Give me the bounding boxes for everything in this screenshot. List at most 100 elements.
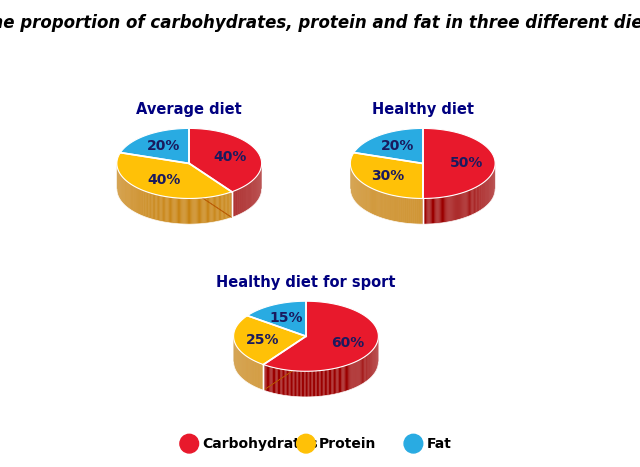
Polygon shape xyxy=(477,186,478,212)
Polygon shape xyxy=(218,195,219,221)
Polygon shape xyxy=(173,198,175,223)
Polygon shape xyxy=(363,357,364,383)
Polygon shape xyxy=(264,301,378,371)
Polygon shape xyxy=(156,195,157,220)
Polygon shape xyxy=(181,198,182,224)
Polygon shape xyxy=(474,188,475,214)
Polygon shape xyxy=(155,194,156,220)
Polygon shape xyxy=(206,198,207,223)
Polygon shape xyxy=(480,184,481,211)
Polygon shape xyxy=(445,197,446,222)
Polygon shape xyxy=(177,198,178,224)
Polygon shape xyxy=(301,371,303,397)
Polygon shape xyxy=(287,370,288,396)
Text: 20%: 20% xyxy=(381,140,414,154)
Polygon shape xyxy=(199,198,200,224)
Polygon shape xyxy=(469,190,470,216)
Text: 25%: 25% xyxy=(246,333,280,347)
Polygon shape xyxy=(461,193,463,219)
Polygon shape xyxy=(228,192,230,219)
Polygon shape xyxy=(365,356,366,382)
Polygon shape xyxy=(422,198,423,224)
Polygon shape xyxy=(470,190,471,216)
Polygon shape xyxy=(292,371,294,396)
Polygon shape xyxy=(305,371,306,397)
Polygon shape xyxy=(369,353,370,379)
Polygon shape xyxy=(170,197,171,223)
Polygon shape xyxy=(216,196,217,222)
Polygon shape xyxy=(221,195,223,220)
Polygon shape xyxy=(154,194,155,220)
Polygon shape xyxy=(226,193,227,219)
Polygon shape xyxy=(435,198,436,224)
Polygon shape xyxy=(248,301,306,336)
Polygon shape xyxy=(166,197,168,223)
Polygon shape xyxy=(397,196,398,222)
Polygon shape xyxy=(323,370,324,396)
Polygon shape xyxy=(443,197,444,223)
Polygon shape xyxy=(299,371,300,397)
Polygon shape xyxy=(202,198,203,224)
Polygon shape xyxy=(421,198,422,224)
Polygon shape xyxy=(153,194,154,220)
Polygon shape xyxy=(168,197,169,223)
Polygon shape xyxy=(360,359,361,385)
Polygon shape xyxy=(451,196,452,221)
Text: Protein: Protein xyxy=(319,437,376,451)
Polygon shape xyxy=(433,198,434,224)
Polygon shape xyxy=(475,187,476,213)
Polygon shape xyxy=(165,197,166,222)
Polygon shape xyxy=(431,198,432,224)
Polygon shape xyxy=(403,197,404,223)
Polygon shape xyxy=(160,195,161,221)
Polygon shape xyxy=(337,368,339,393)
Polygon shape xyxy=(207,197,208,223)
Polygon shape xyxy=(367,354,369,380)
Polygon shape xyxy=(175,198,176,224)
Polygon shape xyxy=(356,361,358,387)
Polygon shape xyxy=(143,191,144,217)
Text: Fat: Fat xyxy=(426,437,451,451)
Polygon shape xyxy=(237,189,238,215)
Polygon shape xyxy=(238,189,239,215)
Polygon shape xyxy=(306,371,307,397)
Polygon shape xyxy=(268,366,269,392)
Polygon shape xyxy=(275,368,276,394)
Polygon shape xyxy=(319,370,321,396)
Polygon shape xyxy=(205,198,206,223)
Polygon shape xyxy=(468,191,469,216)
Polygon shape xyxy=(418,198,419,224)
Polygon shape xyxy=(209,197,210,223)
Polygon shape xyxy=(322,370,323,396)
Polygon shape xyxy=(353,362,355,389)
Polygon shape xyxy=(274,368,275,394)
Polygon shape xyxy=(399,197,400,222)
Polygon shape xyxy=(401,197,402,223)
Polygon shape xyxy=(398,196,399,222)
Polygon shape xyxy=(481,184,482,210)
Polygon shape xyxy=(465,191,467,218)
Polygon shape xyxy=(436,198,438,224)
Circle shape xyxy=(404,434,423,453)
Polygon shape xyxy=(347,365,348,391)
Polygon shape xyxy=(463,192,465,218)
Polygon shape xyxy=(210,197,211,223)
Polygon shape xyxy=(457,194,458,220)
Text: Healthy diet for sport: Healthy diet for sport xyxy=(216,275,396,290)
Polygon shape xyxy=(316,371,317,396)
Polygon shape xyxy=(193,198,195,224)
Polygon shape xyxy=(236,190,237,216)
Polygon shape xyxy=(344,366,345,392)
Polygon shape xyxy=(280,369,282,395)
Polygon shape xyxy=(296,371,298,396)
Polygon shape xyxy=(447,196,449,222)
Text: Carbohydrates: Carbohydrates xyxy=(202,437,318,451)
Polygon shape xyxy=(425,198,426,224)
Polygon shape xyxy=(150,193,151,219)
Polygon shape xyxy=(276,368,278,394)
Polygon shape xyxy=(419,198,420,224)
Polygon shape xyxy=(423,198,424,224)
Polygon shape xyxy=(298,371,299,397)
Polygon shape xyxy=(300,371,301,397)
Polygon shape xyxy=(456,194,457,220)
